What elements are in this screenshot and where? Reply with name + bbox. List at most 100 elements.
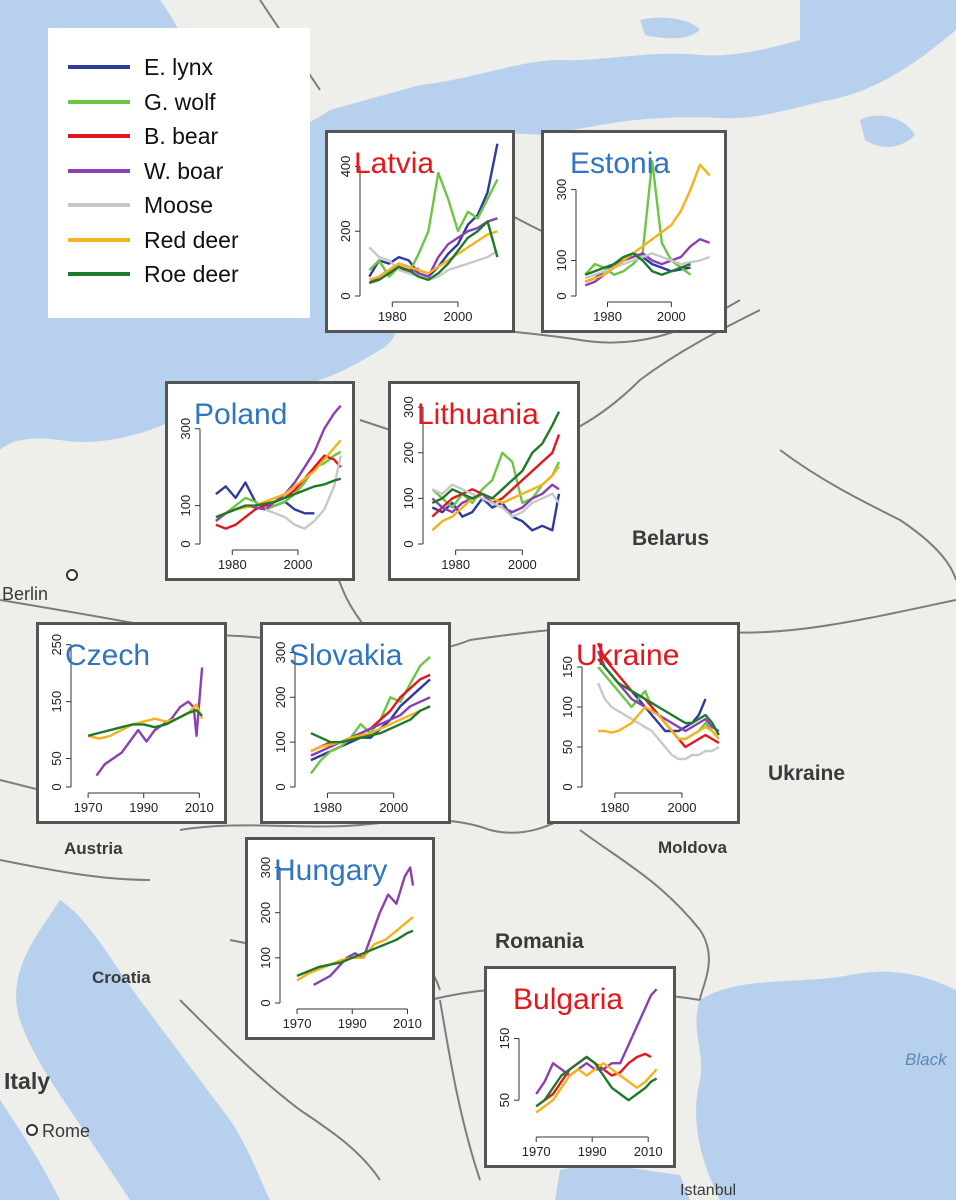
x-tick-label: 2000 <box>284 557 313 572</box>
x-tick-label: 1980 <box>441 557 470 572</box>
legend-label: W. boar <box>144 157 224 184</box>
series-line-moose <box>431 483 560 518</box>
label-romania: Romania <box>495 930 584 953</box>
x-tick-label: 1990 <box>129 800 158 815</box>
y-tick-label: 0 <box>273 783 288 790</box>
series-line-g-wolf <box>368 171 499 278</box>
x-tick-label: 2000 <box>657 309 686 324</box>
label-istanbul: Istanbul <box>680 1182 737 1199</box>
label-italy: Italy <box>4 1068 51 1094</box>
legend-swatch <box>68 134 130 138</box>
y-tick-label: 100 <box>178 495 193 517</box>
legend-swatch <box>68 203 130 207</box>
chart-svg: 0 100 200 300 1970 1990 2010 <box>258 857 422 1031</box>
chart-title: Bulgaria <box>513 983 624 1016</box>
series-line-red-deer <box>535 1061 658 1114</box>
x-tick-label: 1990 <box>578 1144 607 1159</box>
x-tick-label: 2010 <box>185 800 214 815</box>
x-tick-label: 1980 <box>600 800 629 815</box>
panel-hungary: 0 100 200 300 1970 1990 2010 Hungary <box>245 837 435 1040</box>
y-tick-label: 200 <box>273 686 288 708</box>
legend-label: Moose <box>144 192 214 218</box>
panel-czech: 0 50 150 250 1970 1990 2010 Czech <box>36 622 227 824</box>
y-tick-label: 0 <box>554 292 569 299</box>
series-line-red-deer <box>584 163 711 283</box>
series-line-roe-deer <box>215 477 342 519</box>
rome-marker-icon <box>26 1123 41 1141</box>
y-tick-label: 150 <box>49 691 64 713</box>
legend-swatch <box>68 272 130 276</box>
series-line-roe-deer <box>535 1055 658 1108</box>
chart-svg: 0 100 200 300 1980 2000 <box>273 642 431 815</box>
chart-title: Estonia <box>570 147 671 180</box>
series-line-roe-deer <box>368 220 499 285</box>
y-tick-label: 400 <box>338 156 353 178</box>
panel-latvia: 0 200 400 1980 2000 Latvia <box>325 130 515 333</box>
legend-label: Roe deer <box>144 261 239 287</box>
legend: E. lynx G. wolf B. bear W. boar Moose Red dee… <box>48 28 310 318</box>
x-tick-label: 1970 <box>283 1016 312 1031</box>
y-tick-label: 100 <box>554 250 569 272</box>
chart-title: Latvia <box>354 147 435 180</box>
label-ukraine: Ukraine <box>768 762 846 785</box>
adriatic-sea <box>16 900 271 1200</box>
panel-ukraine: 0 50 100 150 1980 2000 Ukraine <box>547 622 740 824</box>
panel-estonia: 0 100 300 1980 2000 Estonia <box>541 130 727 333</box>
y-tick-label: 200 <box>401 442 416 464</box>
y-tick-label: 100 <box>273 731 288 753</box>
legend-swatch <box>68 99 130 104</box>
x-tick-label: 2010 <box>634 1144 663 1159</box>
legend-item: G. wolf <box>48 87 310 117</box>
label-belarus: Belarus <box>632 527 710 550</box>
y-tick-label: 300 <box>273 642 288 664</box>
label-austria: Austria <box>64 839 123 858</box>
legend-label: B. bear <box>144 123 219 149</box>
tyrrhenian-sea <box>0 1100 60 1200</box>
y-tick-label: 250 <box>49 634 64 656</box>
y-tick-label: 50 <box>560 740 575 754</box>
x-tick-label: 2010 <box>393 1016 422 1031</box>
legend-label: E. lynx <box>144 54 214 80</box>
y-tick-label: 0 <box>178 540 193 547</box>
label-rome: Rome <box>42 1121 91 1141</box>
y-tick-label: 300 <box>401 396 416 418</box>
x-tick-label: 1980 <box>313 800 342 815</box>
legend-item: B. bear <box>48 121 310 151</box>
chart-svg: 50 150 1970 1990 2010 <box>497 988 663 1159</box>
lake-1 <box>640 17 700 39</box>
series-line-roe-deer <box>296 929 414 978</box>
legend-swatch <box>68 65 130 69</box>
label-croatia: Croatia <box>92 968 151 987</box>
baltic-sea <box>0 0 956 450</box>
series-line-roe-deer <box>431 411 561 504</box>
y-tick-label: 300 <box>554 179 569 201</box>
x-tick-label: 2000 <box>508 557 537 572</box>
lake-2 <box>860 115 915 147</box>
y-tick-label: 50 <box>49 751 64 765</box>
chart-svg: 0 50 150 250 1970 1990 2010 <box>49 634 214 815</box>
y-tick-label: 0 <box>338 292 353 299</box>
black-sea <box>696 971 956 1200</box>
x-tick-label: 1980 <box>218 557 247 572</box>
series-line-red-deer <box>368 230 498 281</box>
chart-title: Ukraine <box>576 639 680 672</box>
y-tick-label: 100 <box>258 947 273 969</box>
series-line-g-wolf <box>597 666 720 741</box>
chart-svg: 0 200 400 1980 2000 <box>338 143 499 324</box>
series-line-red-deer <box>87 703 204 740</box>
y-tick-label: 200 <box>258 902 273 924</box>
series-line-red-deer <box>431 465 560 532</box>
series-line-moose <box>584 252 711 280</box>
series-line-moose <box>264 455 342 530</box>
y-tick-label: 100 <box>401 488 416 510</box>
chart-title: Slovakia <box>289 639 403 672</box>
chart-svg: 0 100 300 1980 2000 <box>554 160 711 324</box>
chart-title: Hungary <box>274 854 388 887</box>
y-tick-label: 0 <box>49 783 64 790</box>
x-tick-label: 1980 <box>378 309 407 324</box>
legend-item: W. boar <box>48 156 310 186</box>
series-line-moose <box>596 682 720 761</box>
panel-slovakia: 0 100 200 300 1980 2000 Slovakia <box>260 622 451 824</box>
y-tick-label: 300 <box>178 418 193 440</box>
